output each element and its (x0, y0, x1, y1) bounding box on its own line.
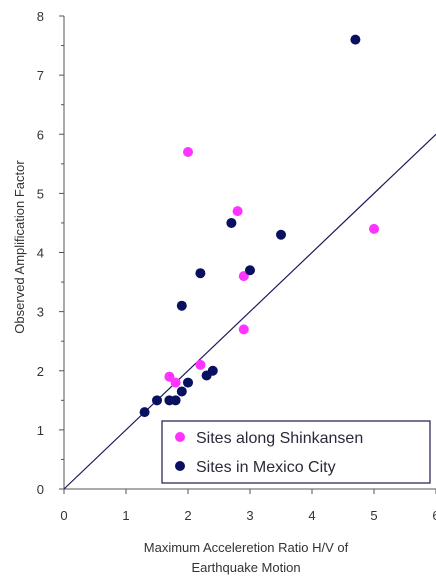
x-tick-label: 3 (246, 508, 253, 523)
reference-line-layer (63, 133, 436, 490)
data-point (195, 359, 206, 370)
axis-ticks: 0 1 2 3 4 5 6 7 8 0 1 2 3 4 5 6 (37, 9, 436, 523)
y-tick-label: 5 (37, 186, 44, 201)
legend-box (161, 420, 431, 484)
x-tick-label: 5 (370, 508, 377, 523)
data-point (195, 268, 206, 279)
data-point (226, 217, 237, 228)
data-points (139, 34, 379, 418)
data-point (183, 377, 193, 388)
data-point (164, 371, 175, 382)
x-tick-label: 2 (184, 508, 191, 523)
data-point (276, 229, 286, 240)
y-tick-label: 7 (37, 68, 44, 83)
x-axis-label-line-2: Earthquake Motion (191, 560, 300, 575)
data-point (245, 265, 255, 276)
data-point (152, 395, 162, 406)
y-tick-label: 8 (37, 9, 44, 24)
y-tick-label: 0 (37, 482, 44, 497)
data-point (176, 386, 187, 397)
legend-label-shinkansen: Sites along Shinkansen (196, 430, 363, 447)
y-tick-label: 6 (37, 127, 44, 142)
legend-label-mexico-city: Sites in Mexico City (196, 459, 336, 476)
reference-line (63, 133, 436, 490)
y-tick-label: 3 (37, 305, 44, 320)
data-point (238, 324, 249, 335)
data-point (201, 370, 212, 381)
data-point (170, 377, 181, 388)
x-tick-label: 6 (432, 508, 436, 523)
x-tick-label: 1 (122, 508, 129, 523)
data-point (176, 300, 187, 311)
data-point (183, 146, 193, 157)
legend-marker-mexico-city (175, 461, 185, 471)
series-shinkansen (164, 146, 379, 388)
legend: Sites along Shinkansen Sites in Mexico C… (161, 420, 431, 484)
data-point (238, 271, 249, 282)
legend-marker-shinkansen (175, 432, 185, 442)
y-tick-label: 4 (37, 246, 44, 261)
series-mexico-city (139, 34, 361, 418)
y-axis-label: Observed Amplification Factor (12, 160, 27, 334)
plot-frame (63, 16, 436, 490)
y-tick-label: 2 (37, 364, 44, 379)
x-tick-label: 4 (308, 508, 315, 523)
data-point (139, 407, 150, 418)
data-point (350, 34, 361, 45)
data-point (369, 223, 379, 234)
x-axis-label-line-1: Maximum Acceleretion Ratio H/V of (144, 540, 349, 555)
y-tick-label: 1 (37, 423, 44, 438)
x-tick-label: 0 (60, 508, 67, 523)
data-point (232, 206, 243, 217)
data-point (170, 395, 181, 406)
